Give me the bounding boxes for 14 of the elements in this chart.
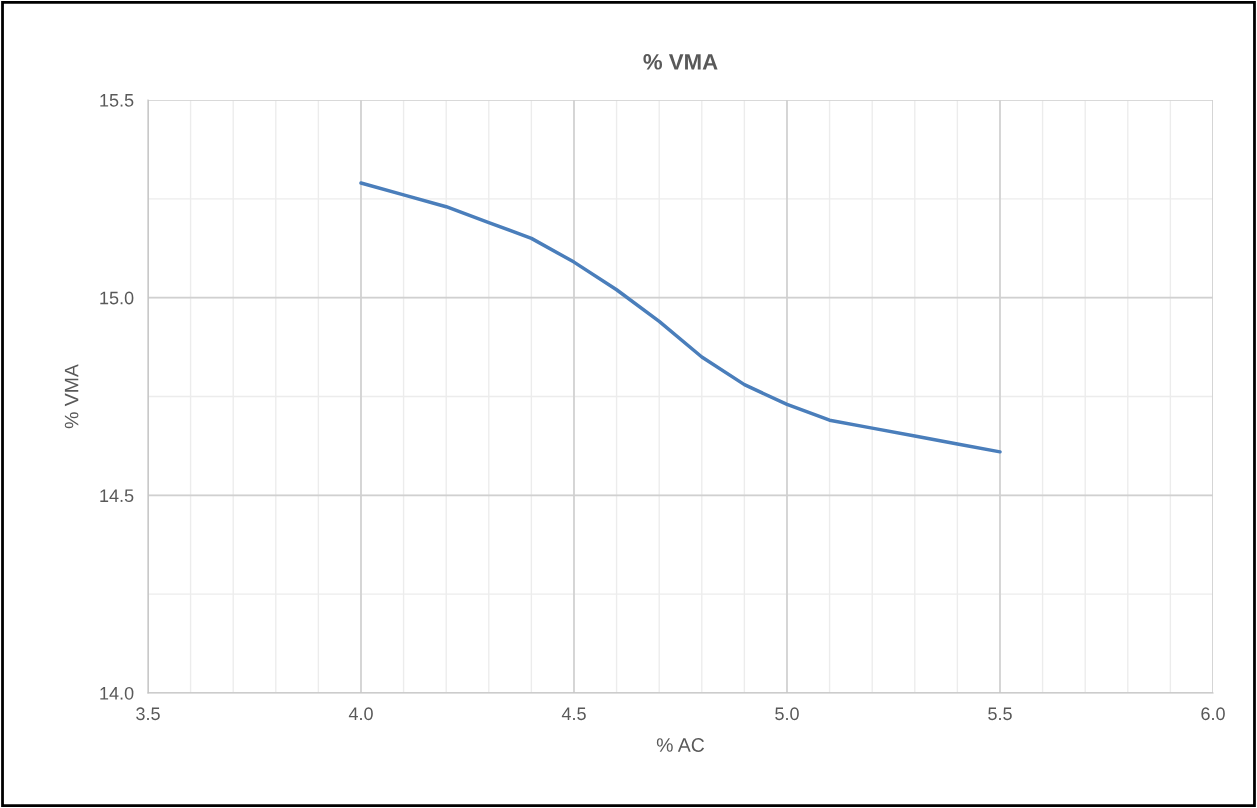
x-tick-label: 4.0 [348,707,373,721]
x-tick-label: 4.5 [561,707,586,721]
line-series [359,181,1002,454]
x-tick-label: 5.5 [988,707,1012,721]
y-tick-label: 15.5 [100,94,134,107]
x-axis-title: % AC [656,738,705,752]
y-tick-label: 14.5 [100,489,134,503]
y-tick-label: 14.0 [100,686,134,700]
x-tick-label: 6.0 [1201,707,1225,721]
x-tick-label: 3.5 [136,707,160,721]
y-tick-label: 15.0 [100,291,134,305]
y-axis-title: % VMA [64,364,79,429]
chart-title: % VMA [643,53,718,70]
x-tick-label: 5.0 [775,707,799,721]
